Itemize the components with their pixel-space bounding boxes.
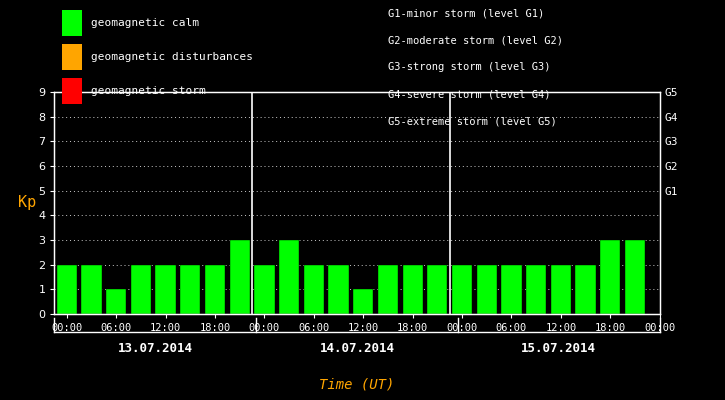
Text: 14.07.2014: 14.07.2014 xyxy=(320,342,394,355)
Text: geomagnetic storm: geomagnetic storm xyxy=(91,86,205,96)
Text: geomagnetic calm: geomagnetic calm xyxy=(91,18,199,28)
Bar xyxy=(254,265,275,314)
Bar xyxy=(625,240,645,314)
Text: G1-minor storm (level G1): G1-minor storm (level G1) xyxy=(388,8,544,18)
Y-axis label: Kp: Kp xyxy=(18,196,36,210)
Bar xyxy=(402,265,423,314)
Bar xyxy=(502,265,521,314)
Bar xyxy=(427,265,447,314)
Bar xyxy=(576,265,596,314)
Bar xyxy=(304,265,324,314)
Bar xyxy=(230,240,250,314)
Bar xyxy=(476,265,497,314)
Text: geomagnetic disturbances: geomagnetic disturbances xyxy=(91,52,252,62)
Text: G5-extreme storm (level G5): G5-extreme storm (level G5) xyxy=(388,117,557,127)
Text: G2-moderate storm (level G2): G2-moderate storm (level G2) xyxy=(388,35,563,45)
Bar xyxy=(180,265,200,314)
Text: Time (UT): Time (UT) xyxy=(320,378,394,392)
Bar xyxy=(600,240,621,314)
Bar xyxy=(452,265,472,314)
Bar xyxy=(205,265,225,314)
Bar xyxy=(353,289,373,314)
Bar xyxy=(526,265,547,314)
Text: G4-severe storm (level G4): G4-severe storm (level G4) xyxy=(388,90,550,100)
Bar xyxy=(57,265,77,314)
Bar xyxy=(279,240,299,314)
Bar xyxy=(378,265,398,314)
Bar xyxy=(155,265,175,314)
Text: 13.07.2014: 13.07.2014 xyxy=(117,342,193,355)
Bar xyxy=(106,289,126,314)
Bar xyxy=(551,265,571,314)
Bar xyxy=(130,265,151,314)
Bar xyxy=(81,265,102,314)
Bar xyxy=(328,265,349,314)
Text: 15.07.2014: 15.07.2014 xyxy=(521,342,597,355)
Text: G3-strong storm (level G3): G3-strong storm (level G3) xyxy=(388,62,550,72)
